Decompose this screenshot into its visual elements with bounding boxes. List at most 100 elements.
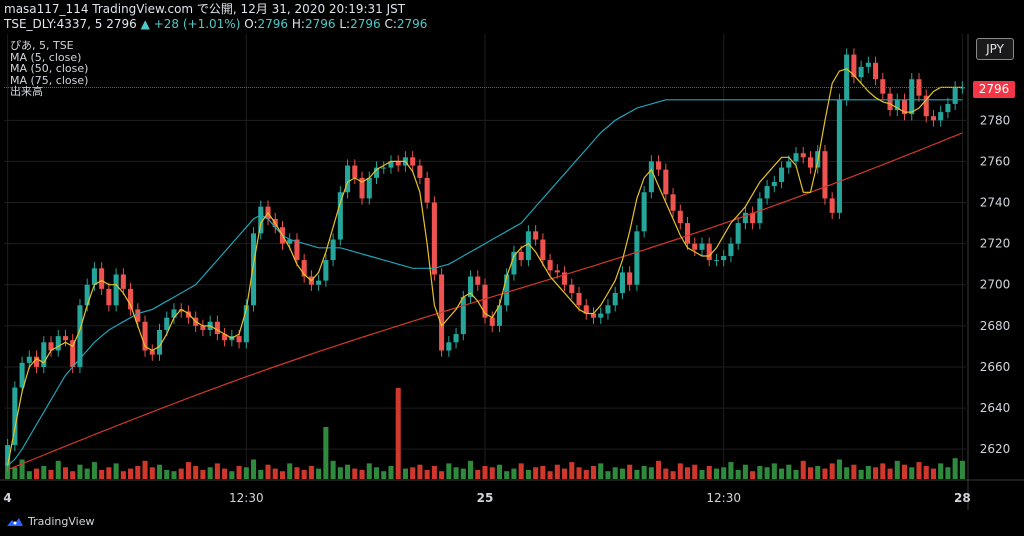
ma75-line: [7, 132, 963, 471]
tradingview-logo-icon: [7, 517, 23, 526]
volume-bar: [70, 471, 76, 479]
volume-bar: [504, 471, 510, 479]
low-label: L:: [339, 17, 351, 31]
volume-bar: [316, 468, 322, 479]
volume-bar: [229, 471, 235, 479]
candle-body: [901, 99, 908, 115]
y-tick-label: 2720: [980, 237, 1011, 251]
candle-body: [779, 167, 785, 182]
volume-bar: [641, 466, 647, 479]
candle-body: [236, 336, 242, 343]
volume-bar: [294, 467, 300, 479]
open-value: 2796: [257, 17, 289, 31]
volume-bar: [359, 469, 365, 479]
volume-bar: [48, 469, 54, 479]
candle-body: [359, 177, 365, 199]
candle-body: [482, 284, 488, 318]
candle-body: [294, 239, 300, 261]
candle-body: [417, 165, 423, 178]
candle-body: [807, 157, 814, 168]
candle-body: [692, 243, 698, 250]
close-label: C:: [384, 17, 397, 31]
legend-ma5[interactable]: MA (5, close): [10, 50, 82, 64]
candle-body: [26, 356, 32, 363]
volume-bar: [431, 466, 437, 479]
volume-bar: [475, 469, 481, 479]
volume-bar: [142, 460, 148, 479]
price-chart[interactable]: 2620 2640 2660 2680 2700 2720 2740 2760 2780 4 12:…: [0, 34, 1024, 510]
candle-body: [938, 112, 944, 121]
legend-ma50[interactable]: MA (50, close): [10, 62, 89, 75]
candle-body: [728, 243, 734, 256]
candle-body: [258, 206, 264, 234]
volume-bar: [851, 464, 857, 479]
y-tick-label: 2680: [980, 319, 1011, 333]
candle-body: [381, 167, 387, 169]
candle-body: [431, 202, 437, 275]
candle-body: [316, 280, 322, 285]
y-tick-label: 2740: [980, 196, 1011, 210]
volume-bar: [468, 460, 474, 479]
volume-bar: [308, 466, 314, 479]
volume-bar: [771, 463, 777, 479]
volume-bar: [301, 469, 307, 479]
volume-bar: [540, 466, 546, 479]
volume-bar: [128, 468, 134, 479]
volume-bar: [612, 467, 618, 479]
volume-bar: [395, 388, 401, 479]
legend-symbol[interactable]: ぴあ, 5, TSE: [10, 39, 74, 52]
candle-body: [84, 284, 90, 306]
volume-bar: [272, 468, 278, 479]
high-label: H:: [291, 17, 305, 31]
candle-body: [345, 165, 351, 193]
volume-bar: [366, 463, 372, 479]
volume-bar: [113, 463, 119, 479]
volume-bar: [279, 471, 286, 479]
volume-bar: [901, 464, 908, 479]
candle-body: [894, 99, 900, 111]
candle-body: [750, 212, 756, 224]
x-tick-label: 25: [477, 491, 494, 505]
candle-body: [19, 362, 25, 388]
legend-ma75[interactable]: MA (75, close): [10, 73, 89, 87]
candle-body: [460, 297, 466, 335]
candle-body: [619, 272, 625, 293]
candle-body: [171, 309, 177, 318]
candle-body: [706, 243, 712, 261]
tradingview-brand[interactable]: TradingView: [6, 515, 94, 528]
volume-bar: [34, 468, 40, 479]
y-tick-label: 2760: [980, 154, 1011, 168]
candle-body: [323, 260, 329, 281]
candle-body: [128, 288, 134, 310]
y-tick-label: 2660: [980, 360, 1011, 374]
volume-bar: [207, 467, 213, 479]
candle-body: [923, 95, 929, 117]
currency-button[interactable]: JPY: [976, 38, 1014, 60]
volume-bar: [453, 467, 459, 479]
volume-bar: [750, 471, 756, 479]
volume-bar: [258, 469, 264, 479]
candle-body: [634, 231, 640, 285]
candle-body: [200, 325, 206, 330]
candle-body: [952, 87, 958, 104]
candle-body: [388, 161, 394, 168]
ma50-line: [7, 99, 963, 467]
candle-body: [287, 239, 293, 244]
candle-body: [330, 239, 336, 261]
candle-body: [446, 342, 452, 351]
candle-body: [858, 66, 864, 78]
volume-bar: [569, 462, 575, 479]
volume-bar: [424, 469, 430, 479]
candle-body: [120, 274, 126, 289]
volume-bar: [99, 469, 105, 479]
volume-bar: [634, 469, 640, 479]
volume-bar: [323, 427, 329, 479]
volume-bar: [764, 467, 770, 479]
candle-body: [142, 321, 148, 351]
volume-bar: [562, 468, 568, 479]
volume-bar: [287, 463, 293, 479]
volume-bar: [880, 463, 886, 479]
volume-bar: [865, 466, 871, 479]
legend-volume[interactable]: 出来高: [10, 85, 43, 98]
chart-area[interactable]: 2620 2640 2660 2680 2700 2720 2740 2760 2780 4 12:…: [0, 34, 1024, 510]
